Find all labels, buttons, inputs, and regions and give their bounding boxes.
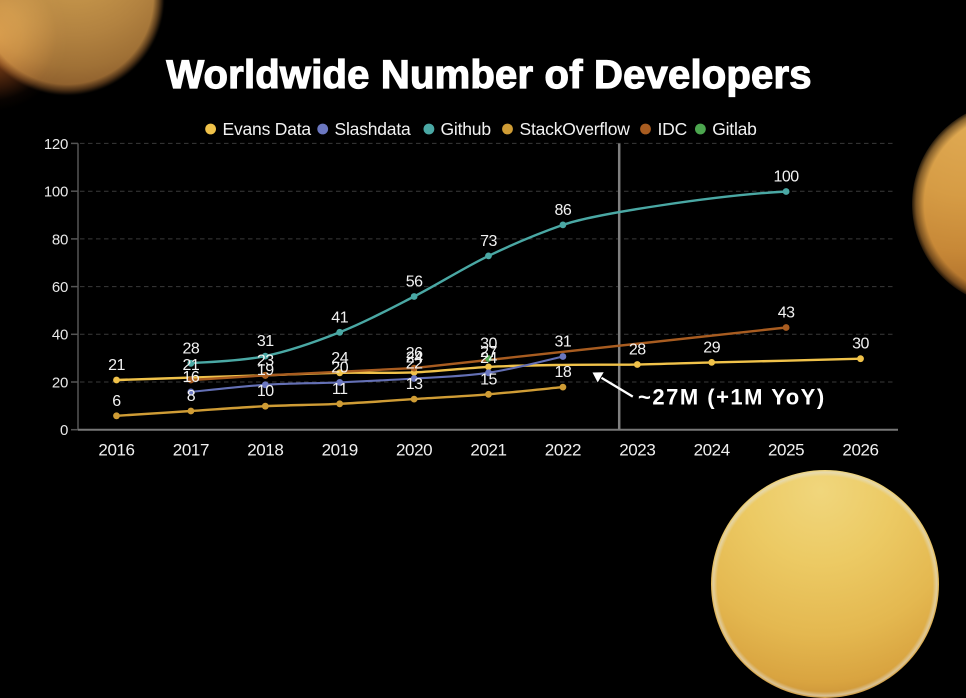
svg-text:2019: 2019 [322,441,358,460]
svg-text:31: 31 [257,333,274,350]
svg-text:73: 73 [480,233,497,250]
svg-text:2024: 2024 [694,441,730,460]
svg-text:30: 30 [852,336,869,353]
svg-text:100: 100 [44,184,68,201]
svg-text:21: 21 [183,357,200,374]
svg-text:22: 22 [406,356,423,373]
svg-text:18: 18 [555,364,572,381]
svg-text:2020: 2020 [396,441,432,460]
svg-text:IDC: IDC [658,119,688,139]
svg-text:20: 20 [52,374,68,391]
svg-text:2018: 2018 [247,441,283,460]
svg-text:26: 26 [406,345,423,362]
svg-text:80: 80 [52,231,68,248]
svg-text:6: 6 [112,393,121,410]
svg-text:28: 28 [183,340,200,357]
svg-text:30: 30 [480,336,497,353]
svg-text:100: 100 [773,169,799,186]
svg-text:41: 41 [331,309,348,326]
svg-text:8: 8 [187,388,196,405]
svg-text:2025: 2025 [768,441,804,460]
svg-text:16: 16 [183,369,200,386]
svg-text:27: 27 [480,344,497,361]
svg-text:~27M (+1M YoY): ~27M (+1M YoY) [638,385,826,410]
svg-text:2017: 2017 [173,441,209,460]
svg-text:60: 60 [52,279,68,296]
svg-text:21: 21 [108,357,125,374]
svg-text:20: 20 [331,359,348,376]
svg-text:19: 19 [257,362,274,379]
svg-text:40: 40 [52,327,68,344]
svg-text:Slashdata: Slashdata [335,119,412,139]
svg-text:2021: 2021 [470,441,506,460]
svg-text:2022: 2022 [545,441,581,460]
svg-text:Gitlab: Gitlab [712,119,757,139]
svg-text:31: 31 [555,334,572,351]
svg-text:2016: 2016 [98,441,134,460]
svg-text:Worldwide Number of Developers: Worldwide Number of Developers [166,53,811,97]
svg-text:23: 23 [257,352,274,369]
svg-text:2026: 2026 [842,441,878,460]
svg-text:0: 0 [60,422,68,439]
svg-text:86: 86 [555,202,572,219]
svg-text:10: 10 [257,383,274,400]
svg-text:56: 56 [406,274,423,291]
svg-text:13: 13 [406,376,423,393]
svg-text:Evans Data: Evans Data [223,119,312,139]
svg-text:11: 11 [332,381,348,398]
svg-text:120: 120 [44,136,68,153]
svg-text:29: 29 [703,339,720,356]
svg-text:15: 15 [480,371,497,388]
svg-text:StackOverflow: StackOverflow [520,119,631,139]
svg-text:Github: Github [441,119,491,139]
svg-text:28: 28 [629,342,646,359]
svg-text:43: 43 [778,305,795,322]
svg-text:24: 24 [480,350,497,367]
svg-text:2023: 2023 [619,441,655,460]
svg-text:24: 24 [331,350,348,367]
svg-text:24: 24 [406,349,423,366]
